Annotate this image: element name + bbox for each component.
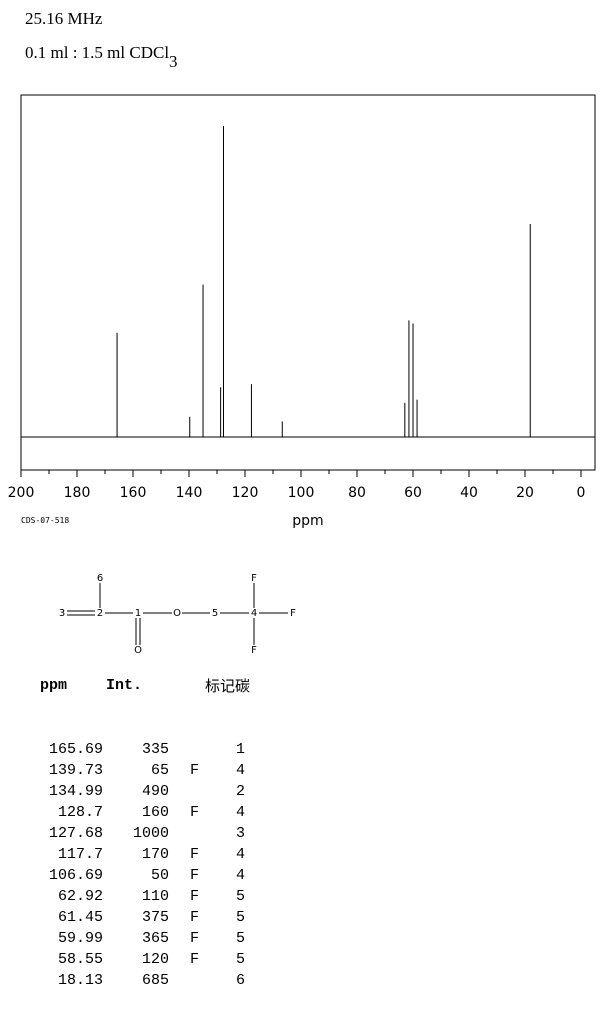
atom-label: O — [173, 608, 181, 619]
flag-cell: F — [190, 804, 199, 821]
assign-cell: 3 — [236, 825, 245, 842]
ppm-cell: 18.13 — [58, 972, 103, 989]
assign-cell: 6 — [236, 972, 245, 989]
ppm-cell: 62.92 — [58, 888, 103, 905]
frequency: 25.16 MHz — [25, 9, 103, 28]
assign-cell: 4 — [236, 867, 245, 884]
assign-cell: 1 — [236, 741, 245, 758]
int-cell: 375 — [142, 909, 169, 926]
col-header: Int. — [106, 677, 142, 694]
solvent-text: 0.1 ml : 1.5 ml CDCl — [25, 43, 169, 62]
atom-label: O — [134, 645, 142, 656]
atom-bg — [96, 608, 104, 618]
int-cell: 365 — [142, 930, 169, 947]
flag-cell: F — [190, 951, 199, 968]
col-header: ppm — [40, 677, 67, 694]
atom-label: 6 — [97, 573, 103, 584]
flag-cell: F — [190, 846, 199, 863]
flag-cell: F — [190, 867, 199, 884]
code: CDS-07-518 — [21, 516, 69, 525]
flag-cell: F — [190, 762, 199, 779]
solvent-sub: 3 — [169, 52, 178, 71]
ppm-cell: 106.69 — [49, 867, 103, 884]
assign-cell: 4 — [236, 762, 245, 779]
int-cell: 50 — [151, 867, 169, 884]
atom-label: 5 — [212, 608, 218, 619]
int-cell: 170 — [142, 846, 169, 863]
x-tick-label: 40 — [460, 485, 478, 501]
atom-label: F — [251, 573, 257, 584]
flag-cell: F — [190, 909, 199, 926]
assign-cell: 4 — [236, 804, 245, 821]
assign-cell: 5 — [236, 909, 245, 926]
flag-cell: F — [190, 888, 199, 905]
x-tick-label: 100 — [288, 485, 315, 501]
int-cell: 490 — [142, 783, 169, 800]
ppm-cell: 58.55 — [58, 951, 103, 968]
atom-label: 2 — [97, 608, 103, 619]
x-axis-label: ppm — [292, 513, 323, 529]
atom-bg — [134, 608, 142, 618]
x-tick-label: 200 — [8, 485, 35, 501]
atom-bg — [250, 573, 258, 583]
ppm-cell: 134.99 — [49, 783, 103, 800]
x-tick-label: 60 — [404, 485, 422, 501]
int-cell: 65 — [151, 762, 169, 779]
ppm-cell: 139.73 — [49, 762, 103, 779]
atom-bg — [250, 645, 258, 655]
x-tick-label: 80 — [348, 485, 366, 501]
int-cell: 1000 — [133, 825, 169, 842]
atom-bg — [250, 608, 258, 618]
x-tick-label: 0 — [577, 485, 586, 501]
int-cell: 160 — [142, 804, 169, 821]
ppm-cell: 165.69 — [49, 741, 103, 758]
atom-bg — [58, 608, 66, 618]
atom-label: 4 — [251, 608, 257, 619]
assign-cell: 5 — [236, 951, 245, 968]
atom-label: 1 — [135, 608, 141, 619]
ppm-cell: 117.7 — [58, 846, 103, 863]
atom-bg — [134, 645, 142, 655]
x-tick-label: 180 — [64, 485, 91, 501]
assign-cell: 5 — [236, 930, 245, 947]
atom-bg — [289, 608, 297, 618]
assign-cell: 4 — [236, 846, 245, 863]
atom-bg — [211, 608, 219, 618]
atom-bg — [173, 608, 181, 618]
x-tick-label: 160 — [120, 485, 147, 501]
int-cell: 120 — [142, 951, 169, 968]
plot-frame — [20, 94, 596, 471]
x-tick-label: 120 — [232, 485, 259, 501]
atom-bg — [96, 573, 104, 583]
atom-label: 3 — [59, 608, 65, 619]
int-cell: 685 — [142, 972, 169, 989]
col-header: 标记碳 — [205, 677, 250, 695]
x-tick-label: 140 — [176, 485, 203, 501]
structure — [67, 583, 288, 645]
solvent: 0.1 ml : 1.5 ml CDCl3 — [25, 43, 178, 71]
flag-cell: F — [190, 930, 199, 947]
atom-label: F — [290, 608, 296, 619]
atom-label: F — [251, 645, 257, 656]
int-cell: 335 — [142, 741, 169, 758]
ppm-cell: 61.45 — [58, 909, 103, 926]
ppm-cell: 59.99 — [58, 930, 103, 947]
x-tick-label: 20 — [516, 485, 534, 501]
ppm-cell: 128.7 — [58, 804, 103, 821]
int-cell: 110 — [142, 888, 169, 905]
assign-cell: 5 — [236, 888, 245, 905]
assign-cell: 2 — [236, 783, 245, 800]
ppm-cell: 127.68 — [49, 825, 103, 842]
